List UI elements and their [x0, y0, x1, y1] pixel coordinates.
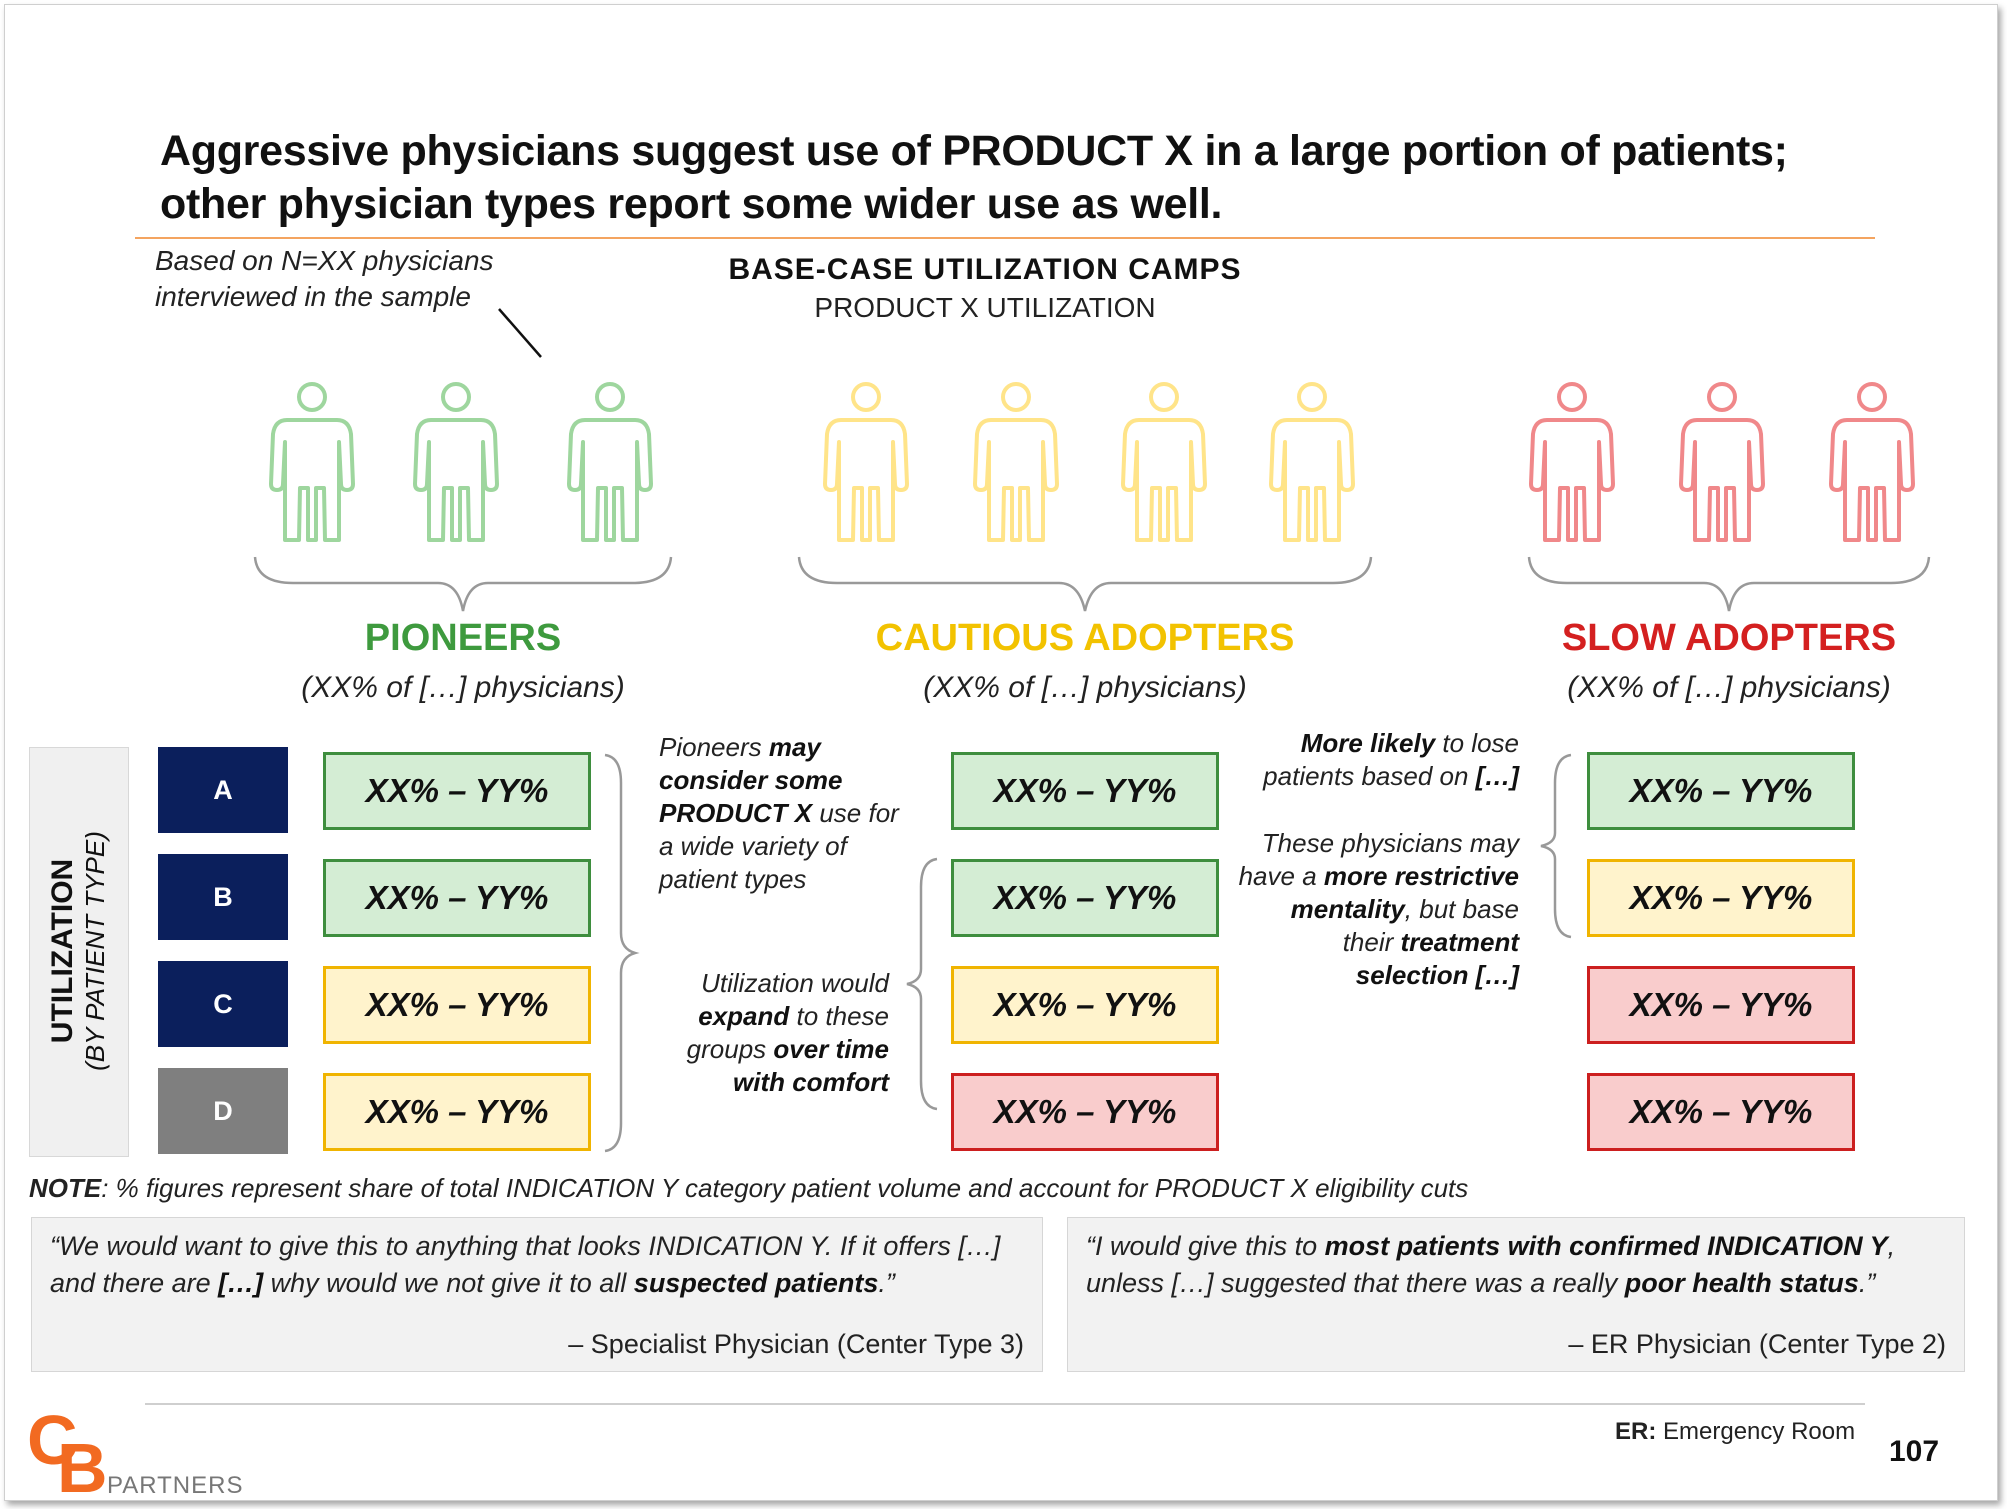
utilization-cell-slow-a: XX% – YY%: [1587, 752, 1855, 830]
person-icon-cautious-adopters: [971, 380, 1061, 545]
person-icon-slow-adopters: [1677, 380, 1767, 545]
sample-note-pointer: [498, 308, 542, 358]
person-icon-pioneers: [565, 380, 655, 545]
group-label-pioneers: PIONEERS: [364, 617, 562, 659]
group-label-slow-adopters: SLOW ADOPTERS: [1561, 617, 1897, 659]
annotation-cautious: Utilization would expand to these groups…: [686, 968, 889, 1097]
patient-type-a: A: [158, 747, 288, 833]
person-icon-cautious-adopters: [1267, 380, 1357, 545]
annotation-slow-top: More likely to lose patients based on [……: [1263, 728, 1519, 791]
cautious-grid-brace: [906, 857, 938, 1111]
camps-subtitle: PRODUCT X UTILIZATION: [814, 292, 1156, 323]
utilization-cell-cautious-c: XX% – YY%: [951, 966, 1219, 1044]
slide-title: Aggressive physicians suggest use of PRO…: [160, 127, 1788, 228]
person-icon-cautious-adopters: [821, 380, 911, 545]
person-icon-slow-adopters: [1827, 380, 1917, 545]
slide: Aggressive physicians suggest use of PRO…: [4, 4, 1998, 1503]
pioneers-grid-brace: [604, 753, 640, 1153]
utilization-cell-cautious-d: XX% – YY%: [951, 1073, 1219, 1151]
patient-type-c: C: [158, 961, 288, 1047]
person-icon-slow-adopters: [1527, 380, 1617, 545]
slow-brace: [1527, 556, 1931, 612]
camps-title: BASE-CASE UTILIZATION CAMPS: [728, 253, 1242, 286]
group-share-slow-adopters: (XX% of […] physicians): [1567, 671, 1891, 704]
utilization-axis-label: UTILIZATION (BY PATIENT TYPE): [46, 831, 110, 1071]
title-divider: [135, 237, 1875, 239]
footer-divider: [145, 1403, 1865, 1405]
patient-type-d: D: [158, 1068, 288, 1154]
utilization-cell-cautious-a: XX% – YY%: [951, 752, 1219, 830]
quote-er-physician: “I would give this to most patients with…: [1067, 1217, 1965, 1372]
utilization-cell-pioneers-a: XX% – YY%: [323, 752, 591, 830]
slow-grid-brace: [1540, 753, 1572, 939]
abbreviation-note: ER: Emergency Room: [1615, 1418, 1856, 1445]
cautious-brace: [797, 556, 1373, 612]
annotation-slow-bottom: These physicians may have a more restric…: [1238, 828, 1519, 990]
person-icon-pioneers: [267, 380, 357, 545]
quote-attribution: – ER Physician (Center Type 2): [1568, 1329, 1946, 1359]
quote-specialist: “We would want to give this to anything …: [31, 1217, 1043, 1372]
utilization-cell-pioneers-d: XX% – YY%: [323, 1073, 591, 1151]
utilization-cell-cautious-b: XX% – YY%: [951, 859, 1219, 937]
patient-type-b: B: [158, 854, 288, 940]
utilization-axis-box: [29, 747, 129, 1157]
pioneers-brace: [253, 556, 673, 612]
utilization-cell-pioneers-c: XX% – YY%: [323, 966, 591, 1044]
person-icon-cautious-adopters: [1119, 380, 1209, 545]
utilization-cell-slow-d: XX% – YY%: [1587, 1073, 1855, 1151]
page-number: 107: [1889, 1435, 1940, 1468]
group-share-pioneers: (XX% of […] physicians): [301, 671, 625, 704]
group-share-cautious-adopters: (XX% of […] physicians): [923, 671, 1247, 704]
sample-note: Based on N=XX physicians interviewed in …: [155, 245, 494, 312]
utilization-cell-slow-b: XX% – YY%: [1587, 859, 1855, 937]
quote-attribution: – Specialist Physician (Center Type 3): [568, 1329, 1024, 1359]
person-icon-pioneers: [411, 380, 501, 545]
utilization-cell-slow-c: XX% – YY%: [1587, 966, 1855, 1044]
group-label-cautious-adopters: CAUTIOUS ADOPTERS: [875, 617, 1295, 659]
annotation-pioneers: Pioneers may consider some PRODUCT X use…: [659, 732, 899, 894]
utilization-cell-pioneers-b: XX% – YY%: [323, 859, 591, 937]
footnote: NOTE: % figures represent share of total…: [29, 1173, 1469, 1203]
